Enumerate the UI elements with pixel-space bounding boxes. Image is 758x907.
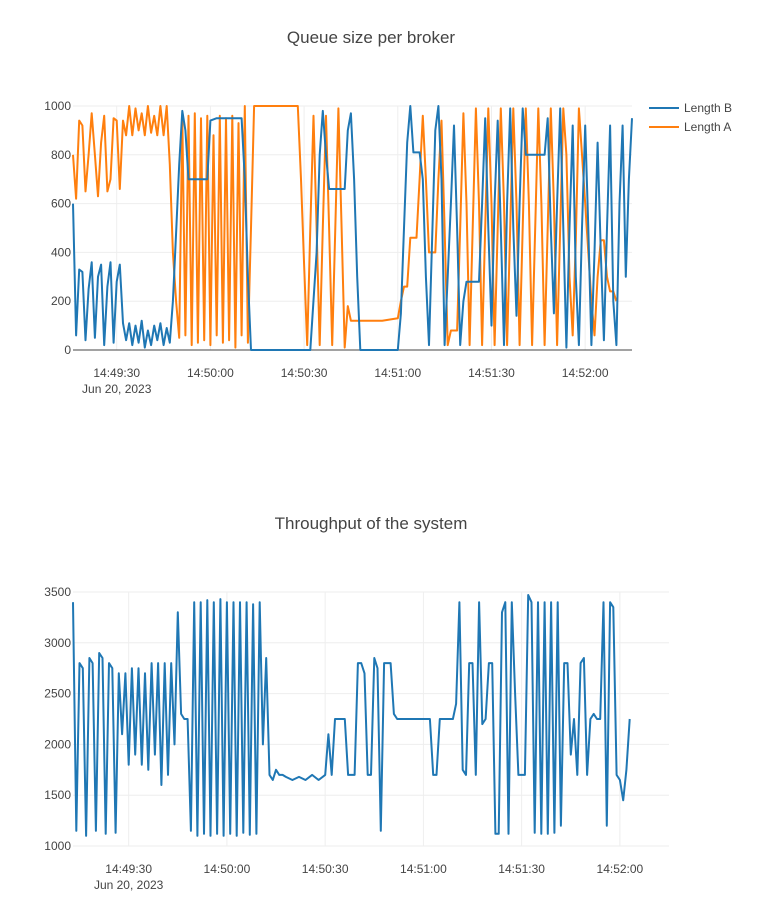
legend-label: Length B <box>684 101 732 115</box>
throughput-chart: 14:49:30 Jun 20, 2023 14:50:00 14:50:30 14:5… <box>44 585 669 892</box>
x-tick-label: 14:51:00 <box>374 366 421 380</box>
x-tick-label: 14:49:30 <box>93 366 140 380</box>
x-tick-label: 14:51:30 <box>498 862 545 876</box>
y-tick-label: 600 <box>51 197 71 211</box>
x-tick-label: 14:51:30 <box>468 366 515 380</box>
legend: Length B Length A <box>649 101 732 134</box>
y-tick-label: 3500 <box>44 585 71 599</box>
y-tick-label: 800 <box>51 148 71 162</box>
x-tick-label: 14:52:00 <box>562 366 609 380</box>
x-tick-label: 14:50:00 <box>187 366 234 380</box>
y-tick-label: 1000 <box>44 839 71 853</box>
x-tick-label: 14:50:00 <box>204 862 251 876</box>
legend-label: Length A <box>684 120 731 134</box>
y-tick-label: 400 <box>51 245 71 259</box>
y-tick-label: 3000 <box>44 636 71 650</box>
x-tick-label: 14:50:30 <box>281 366 328 380</box>
y-tick-label: 1000 <box>44 99 71 113</box>
series-line-length-b <box>72 105 633 351</box>
y-tick-label: 1500 <box>44 788 71 802</box>
x-tick-label: 14:52:00 <box>597 862 644 876</box>
chart-title-throughput: Throughput of the system <box>275 514 468 533</box>
x-date-label: Jun 20, 2023 <box>82 382 152 396</box>
x-tick-label: 14:51:00 <box>400 862 447 876</box>
x-date-label: Jun 20, 2023 <box>94 878 164 892</box>
queue-size-chart: 14:49:30 Jun 20, 2023 14:50:00 14:50:30 14:5… <box>44 99 633 396</box>
series-line-throughput <box>72 594 631 837</box>
y-tick-label: 0 <box>64 343 71 357</box>
y-tick-label: 2000 <box>44 737 71 751</box>
x-tick-label: 14:50:30 <box>302 862 349 876</box>
y-tick-label: 2500 <box>44 687 71 701</box>
y-tick-label: 200 <box>51 294 71 308</box>
series-line-length-a <box>72 105 618 349</box>
x-tick-label: 14:49:30 <box>105 862 152 876</box>
chart-title-queue: Queue size per broker <box>287 28 456 47</box>
